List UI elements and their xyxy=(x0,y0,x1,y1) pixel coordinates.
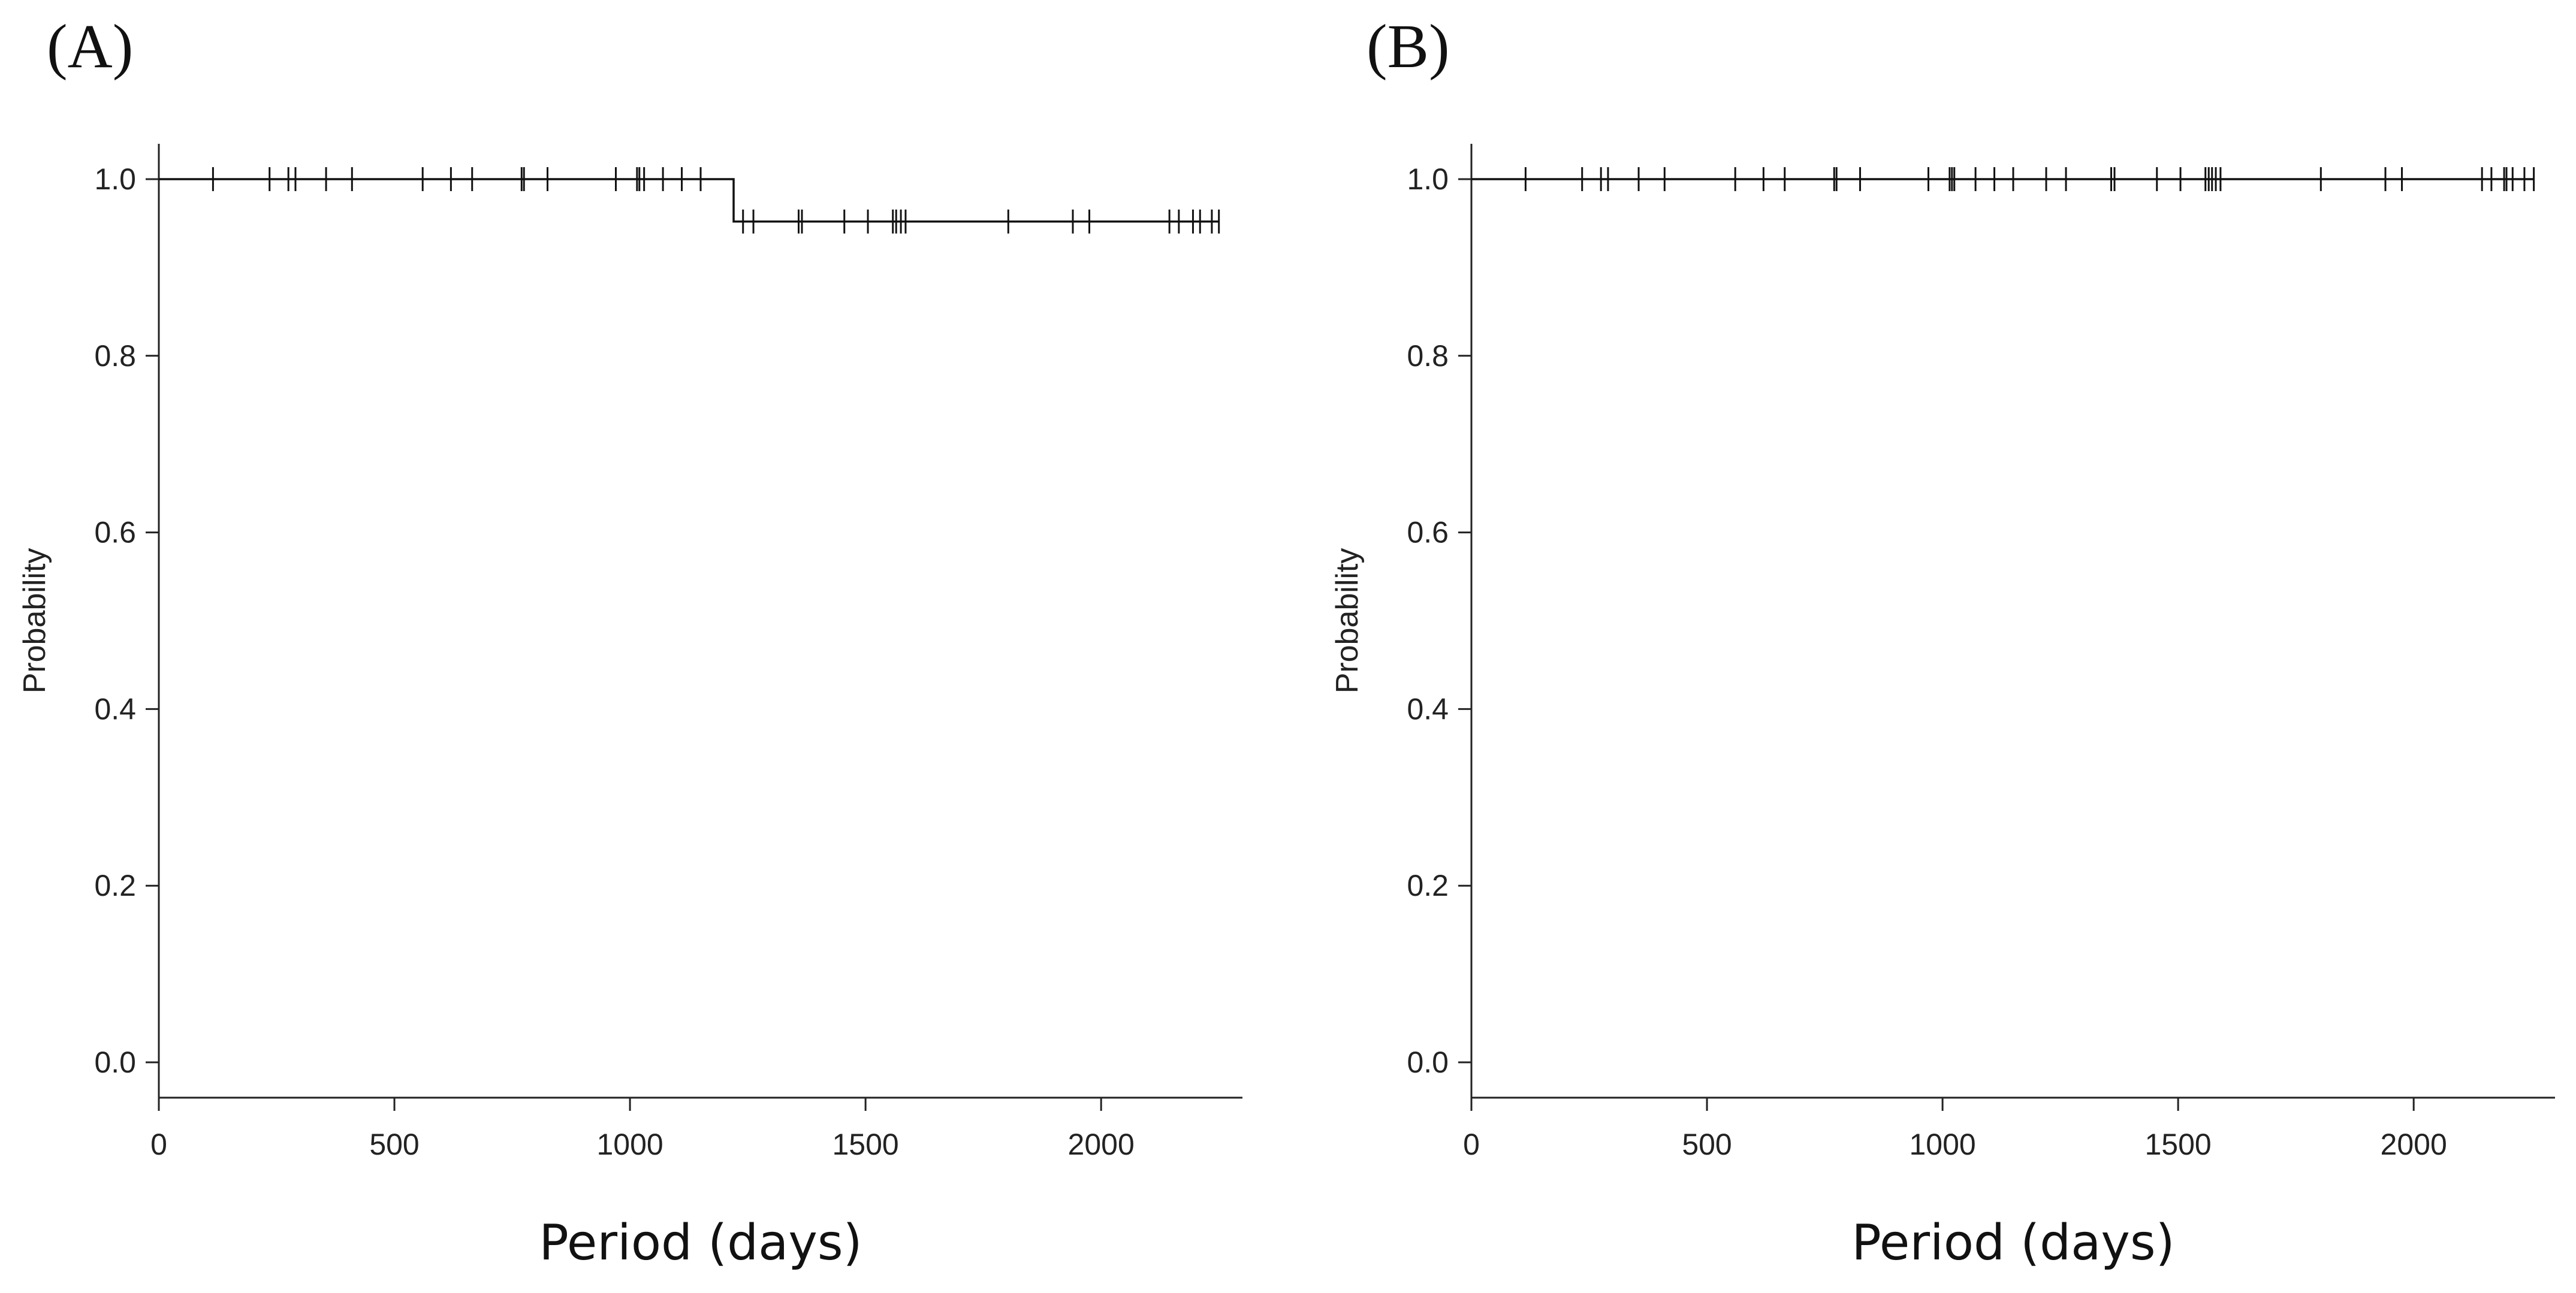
y-tick-label: 0.4 xyxy=(1407,692,1449,726)
x-axis-title: Period (days) xyxy=(539,1215,862,1271)
x-tick-label: 1000 xyxy=(1909,1128,1975,1161)
y-tick-label: 0.8 xyxy=(1407,339,1449,373)
x-tick-label: 2000 xyxy=(2381,1128,2447,1161)
x-tick-label: 2000 xyxy=(1068,1128,1135,1161)
x-tick-label: 0 xyxy=(1463,1128,1480,1161)
x-tick-label: 1000 xyxy=(596,1128,663,1161)
y-tick-label: 0.6 xyxy=(94,516,136,549)
x-tick-label: 500 xyxy=(1682,1128,1732,1161)
y-tick-label: 0.0 xyxy=(1407,1046,1449,1079)
y-tick-label: 0.4 xyxy=(94,692,136,726)
x-tick-label: 1500 xyxy=(2145,1128,2212,1161)
y-tick-label: 1.0 xyxy=(94,162,136,196)
panel-label: (B) xyxy=(1367,12,1450,81)
x-tick-label: 500 xyxy=(369,1128,419,1161)
y-tick-label: 0.0 xyxy=(94,1046,136,1079)
x-axis-title: Period (days) xyxy=(1851,1215,2174,1271)
y-tick-label: 1.0 xyxy=(1407,162,1449,196)
y-axis-title: Probability xyxy=(17,548,52,694)
panel-label: (A) xyxy=(47,12,133,81)
panel-a: (A) 0.0 0.2 0.4 0.6 0.8 1.0 0 500 1000 1500 2000 Pro… xyxy=(17,12,1242,1271)
y-axis-title: Probability xyxy=(1330,548,1365,694)
y-tick-label: 0.2 xyxy=(1407,869,1449,902)
y-tick-label: 0.8 xyxy=(94,339,136,373)
x-tick-label: 1500 xyxy=(832,1128,899,1161)
y-tick-label: 0.2 xyxy=(94,869,136,902)
x-tick-label: 0 xyxy=(150,1128,167,1161)
survival-curve xyxy=(159,178,1219,223)
panel-b: (B) 0.0 0.2 0.4 0.6 0.8 1.0 0 500 1000 1500 2000 Pro… xyxy=(1330,12,2555,1271)
y-tick-label: 0.6 xyxy=(1407,516,1449,549)
